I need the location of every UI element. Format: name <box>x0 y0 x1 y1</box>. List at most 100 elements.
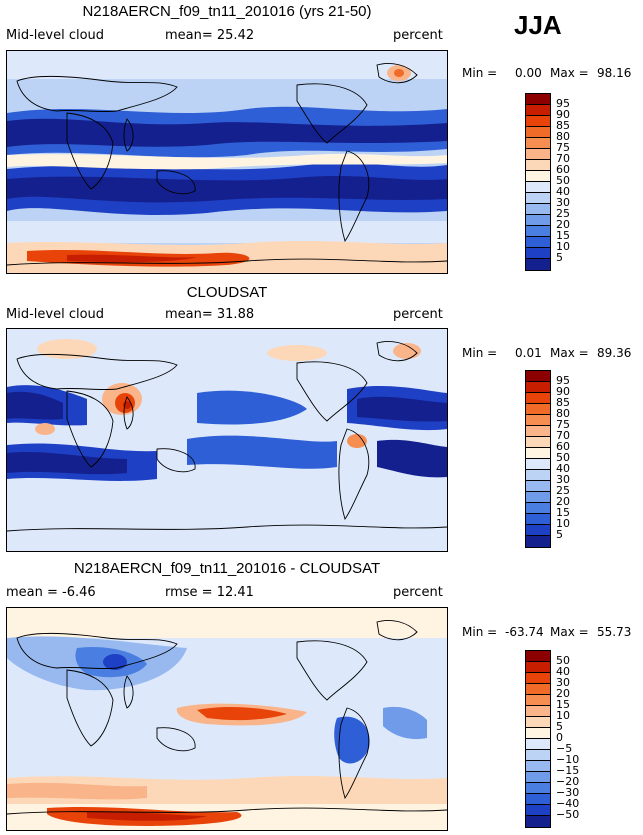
colorbar-swatch <box>526 651 550 662</box>
colorbar-tick-label: 95 <box>556 97 570 110</box>
colorbar-tick-label: 20 <box>556 687 570 700</box>
panel-1-colorbar <box>525 93 551 271</box>
colorbar-tick-label: 20 <box>556 218 570 231</box>
colorbar-swatch <box>526 448 550 459</box>
colorbar-swatch <box>526 673 550 684</box>
season-label: JJA <box>514 10 562 40</box>
colorbar-tick-label: 15 <box>556 506 570 519</box>
panel-3-max-value: 55.73 <box>597 625 632 639</box>
colorbar-tick-label: 25 <box>556 484 570 497</box>
colorbar-tick-label: −40 <box>556 797 580 810</box>
colorbar-swatch <box>526 783 550 794</box>
colorbar-swatch <box>526 393 550 404</box>
colorbar-swatch <box>526 805 550 816</box>
colorbar-tick-label: 85 <box>556 119 570 132</box>
colorbar-swatch <box>526 204 550 215</box>
panel-2-unit-label: percent <box>393 307 443 322</box>
panel-3-min-value: -63.74 <box>505 625 544 639</box>
panel-3-max-label: Max = <box>550 625 589 639</box>
panel-1-max-value: 98.16 <box>597 66 632 80</box>
colorbar-tick-label: 60 <box>556 440 570 453</box>
colorbar-swatch <box>526 772 550 783</box>
colorbar-swatch <box>526 514 550 525</box>
colorbar-swatch <box>526 525 550 536</box>
colorbar-tick-label: −30 <box>556 786 580 799</box>
colorbar-swatch <box>526 94 550 105</box>
panel-3-title: N218AERCN_f09_tn11_201016 - CLOUDSAT <box>73 560 381 577</box>
panel-3-min-label: Min = <box>462 625 498 639</box>
colorbar-swatch <box>526 816 550 827</box>
colorbar-tick-label: 80 <box>556 407 570 420</box>
colorbar-swatch <box>526 116 550 127</box>
colorbar-swatch <box>526 215 550 226</box>
panel-2-map <box>6 328 448 552</box>
colorbar-tick-label: −50 <box>556 808 580 821</box>
panel-2-max-label: Max = <box>550 346 589 360</box>
colorbar-swatch <box>526 382 550 393</box>
panel-3-unit-label: percent <box>393 585 443 600</box>
panel-1-map <box>6 50 448 274</box>
panel-1-min-label: Min = <box>462 66 498 80</box>
colorbar-tick-label: 5 <box>556 251 563 264</box>
colorbar-tick-label: 30 <box>556 676 570 689</box>
panel-2-mean-label: mean= 31.88 <box>165 307 255 322</box>
panel-1-mean-label: mean= 25.42 <box>165 28 255 43</box>
colorbar-swatch <box>526 492 550 503</box>
panel-1-unit-label: percent <box>393 28 443 43</box>
colorbar-tick-label: 95 <box>556 374 570 387</box>
panel-1-colorbar-labels: 95 90 85 80 75 70 60 50 40 30 25 20 15 10 5 <box>556 93 596 269</box>
colorbar-tick-label: 40 <box>556 665 570 678</box>
colorbar-tick-label: 80 <box>556 130 570 143</box>
colorbar-swatch <box>526 404 550 415</box>
colorbar-tick-label: 50 <box>556 451 570 464</box>
colorbar-swatch <box>526 193 550 204</box>
panel-2-max-value: 89.36 <box>597 346 632 360</box>
colorbar-tick-label: 50 <box>556 174 570 187</box>
colorbar-swatch <box>526 536 550 547</box>
colorbar-tick-label: −5 <box>556 742 573 755</box>
panel-3-colorbar-labels: 50 40 30 20 15 10 5 0 −5 −10 −15 −20 −30 −40 −50 <box>556 650 600 826</box>
panel-1-title: N218AERCN_f09_tn11_201016 (yrs 21-50) <box>82 3 372 20</box>
colorbar-swatch <box>526 160 550 171</box>
colorbar-swatch <box>526 415 550 426</box>
panel-3-colorbar <box>525 650 551 828</box>
colorbar-tick-label: 60 <box>556 163 570 176</box>
colorbar-swatch <box>526 182 550 193</box>
panel-3-map-plot <box>7 608 447 830</box>
colorbar-tick-label: 70 <box>556 429 570 442</box>
panel-2-colorbar-labels: 95 90 85 80 75 70 60 50 40 30 25 20 15 10 5 <box>556 370 596 546</box>
colorbar-swatch <box>526 237 550 248</box>
colorbar-swatch <box>526 717 550 728</box>
colorbar-tick-label: 90 <box>556 108 570 121</box>
colorbar-tick-label: 90 <box>556 385 570 398</box>
colorbar-swatch <box>526 248 550 259</box>
colorbar-swatch <box>526 750 550 761</box>
colorbar-tick-label: 10 <box>556 709 570 722</box>
colorbar-swatch <box>526 684 550 695</box>
colorbar-tick-label: 30 <box>556 473 570 486</box>
colorbar-tick-label: −20 <box>556 775 580 788</box>
colorbar-tick-label: 70 <box>556 152 570 165</box>
colorbar-swatch <box>526 459 550 470</box>
colorbar-swatch <box>526 426 550 437</box>
colorbar-tick-label: 20 <box>556 495 570 508</box>
colorbar-tick-label: 85 <box>556 396 570 409</box>
colorbar-tick-label: 25 <box>556 207 570 220</box>
colorbar-tick-label: 5 <box>556 720 563 733</box>
colorbar-tick-label: 75 <box>556 141 570 154</box>
colorbar-swatch <box>526 259 550 270</box>
colorbar-swatch <box>526 503 550 514</box>
panel-2-variable-label: Mid-level cloud <box>6 307 105 322</box>
colorbar-tick-label: 75 <box>556 418 570 431</box>
panel-3-mean-label: mean = -6.46 <box>6 585 96 600</box>
colorbar-swatch <box>526 371 550 382</box>
colorbar-swatch <box>526 794 550 805</box>
colorbar-swatch <box>526 728 550 739</box>
colorbar-swatch <box>526 226 550 237</box>
panel-3-rmse-label: rmse = 12.41 <box>165 585 254 600</box>
colorbar-swatch <box>526 149 550 160</box>
colorbar-tick-label: 15 <box>556 698 570 711</box>
colorbar-swatch <box>526 739 550 750</box>
colorbar-tick-label: 5 <box>556 528 563 541</box>
panel-1-max-label: Max = <box>550 66 589 80</box>
